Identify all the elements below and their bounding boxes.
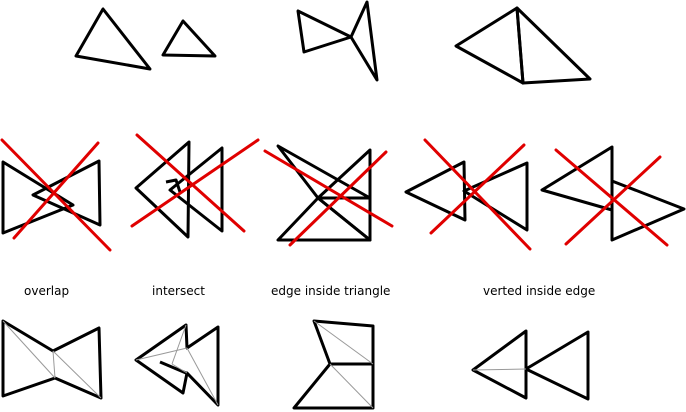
triangle — [168, 146, 224, 233]
cross-out-mark — [263, 149, 394, 228]
cross-out-mark — [554, 148, 669, 247]
invalid-overlap — [0, 138, 112, 252]
invalid-verted-inside-edge-2 — [540, 145, 686, 247]
triangle — [134, 140, 191, 239]
fixed-verted-inside-edge — [471, 329, 590, 401]
triangulation-edge — [135, 347, 188, 361]
polygon-outline — [1, 319, 103, 400]
valid-shared-edge-triangles — [454, 6, 592, 85]
cross-out-mark — [0, 138, 112, 252]
cross-out-mark — [130, 138, 260, 228]
triangle — [349, 0, 379, 82]
cross-out-mark — [429, 143, 526, 235]
cross-out-mark — [12, 141, 100, 240]
fixed-intersect — [134, 323, 220, 407]
triangulation-edge — [171, 324, 187, 365]
triangle — [524, 330, 590, 401]
triangle — [471, 329, 528, 400]
triangle — [515, 6, 592, 85]
triangle — [296, 9, 353, 54]
triangle — [316, 196, 372, 242]
fixed-edge-inside-triangle — [292, 319, 375, 410]
triangle — [161, 19, 217, 58]
triangulation-edge — [171, 363, 188, 374]
triangle — [540, 145, 614, 212]
triangle-edge — [165, 178, 182, 193]
triangulation-edge — [313, 320, 374, 365]
valid-separate-triangles — [74, 7, 217, 71]
label-verted-inside-edge: verted inside edge — [483, 284, 596, 298]
triangulation-edge — [52, 350, 56, 379]
label-overlap: overlap — [24, 284, 70, 298]
valid-shared-vertex-triangles — [296, 0, 379, 82]
triangulation-edge — [52, 350, 102, 399]
polygon-edge — [159, 360, 187, 375]
triangle — [1, 160, 75, 235]
triangulation-edge — [329, 363, 374, 409]
fixed-overlap — [1, 319, 103, 400]
polygon-outline — [134, 323, 220, 407]
triangle — [610, 179, 686, 242]
cross-out-mark — [135, 133, 246, 233]
triangle — [454, 6, 525, 85]
invalid-verted-inside-edge-1 — [404, 138, 532, 251]
polygon-outline — [292, 319, 375, 410]
label-edge-inside-triangle: edge inside triangle — [271, 284, 391, 298]
triangle — [74, 7, 152, 71]
triangulation-edge — [2, 320, 56, 379]
cross-out-mark — [423, 138, 532, 251]
triangle — [276, 144, 372, 200]
invalid-edge-inside-triangle — [263, 144, 394, 247]
triangle — [462, 161, 529, 232]
invalid-intersect — [130, 133, 260, 239]
triangulation-edge — [186, 347, 219, 406]
label-intersect: intersect — [152, 284, 205, 298]
cross-out-mark — [288, 150, 388, 247]
cross-out-mark — [564, 155, 662, 246]
triangulation-edge — [472, 368, 527, 371]
